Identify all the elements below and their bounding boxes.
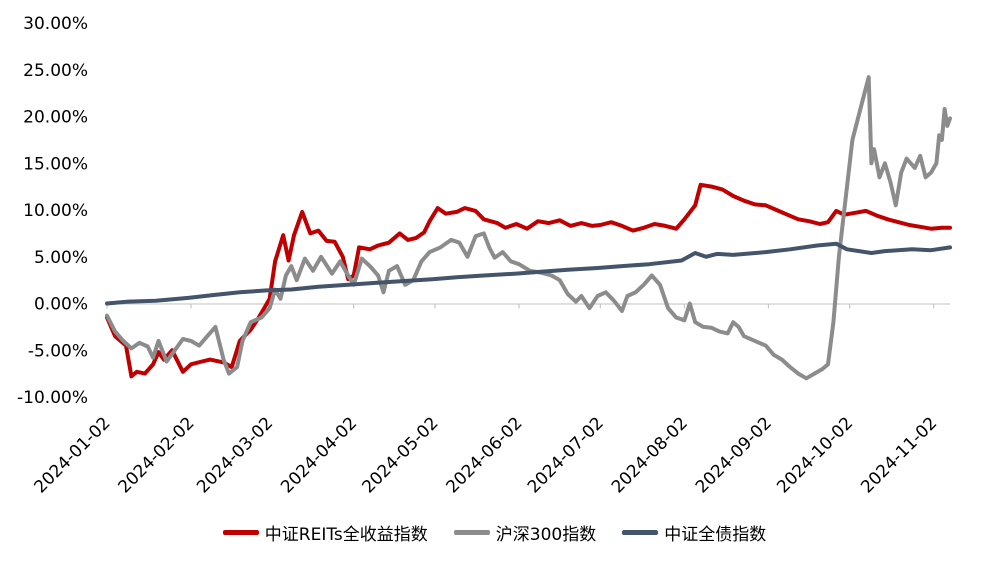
y-axis: 30.00% 25.00% 20.00% 15.00% 10.00% 5.00% 0.00%…	[17, 14, 88, 408]
y-tick-label: 30.00%	[23, 14, 88, 34]
x-tick-label: 2024-09-02	[692, 413, 776, 497]
csi-bond-line	[105, 241, 952, 306]
legend-item: 沪深300指数	[453, 520, 597, 545]
y-tick-label: -5.00%	[28, 341, 88, 361]
series-lines	[105, 75, 952, 381]
legend-item: 中证全债指数	[622, 520, 766, 545]
csi300-line	[105, 75, 952, 381]
x-tick-label: 2024-03-02	[193, 413, 277, 497]
legend-label: 中证REITs全收益指数	[264, 525, 428, 545]
legend-swatch	[453, 530, 490, 535]
legend-label: 中证全债指数	[664, 525, 767, 545]
x-tick-label: 2024-05-02	[359, 413, 443, 497]
y-tick-label: 10.00%	[23, 201, 88, 221]
x-tick-label: 2024-02-02	[115, 413, 199, 497]
reits-total-return-line	[105, 182, 952, 379]
legend-swatch	[222, 530, 259, 535]
x-tick-label: 2024-11-02	[857, 413, 941, 497]
x-tick-label: 2024-08-02	[608, 413, 692, 497]
legend-item: 中证REITs全收益指数	[222, 520, 428, 545]
y-tick-label: 15.00%	[23, 154, 88, 174]
legend: 中证REITs全收益指数 沪深300指数 中证全债指数	[0, 520, 989, 545]
x-tick-label: 2024-04-02	[277, 413, 361, 497]
y-tick-label: 20.00%	[23, 108, 88, 128]
x-tick-label: 2024-10-02	[773, 413, 857, 497]
y-tick-label: -10.00%	[17, 388, 88, 408]
y-tick-label: 5.00%	[34, 248, 88, 268]
y-tick-label: 0.00%	[34, 295, 88, 315]
legend-swatch	[622, 530, 659, 535]
x-tick-label: 2024-01-02	[31, 413, 115, 497]
x-tick-label: 2024-07-02	[524, 413, 608, 497]
x-tick-label: 2024-06-02	[443, 413, 527, 497]
y-tick-label: 25.00%	[23, 61, 88, 81]
legend-label: 沪深300指数	[495, 525, 597, 545]
